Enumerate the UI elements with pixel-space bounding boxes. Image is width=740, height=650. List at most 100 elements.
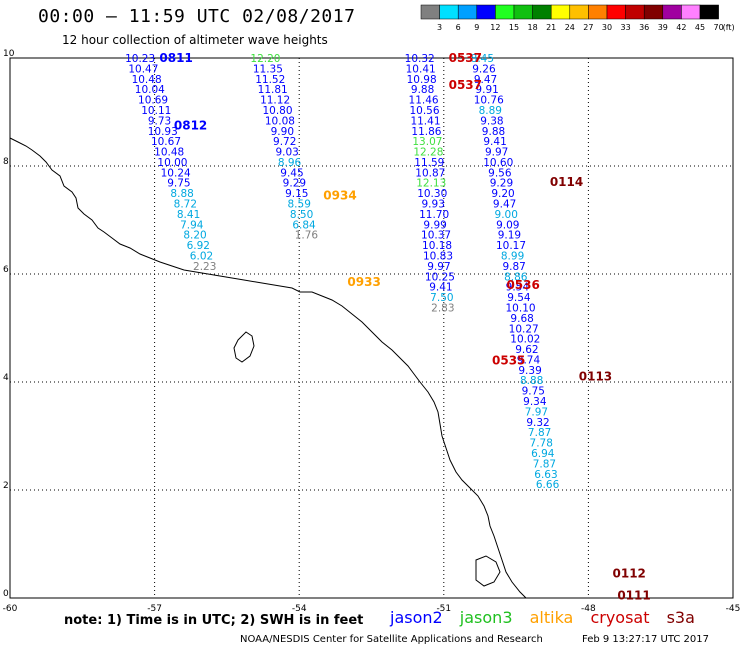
legend-tick: 12 [490, 23, 500, 32]
wave-height-value: 9.88 [411, 84, 434, 96]
y-tick-label: 4 [3, 373, 9, 383]
wave-height-value: 9.93 [422, 199, 445, 211]
wave-height-value: 9.32 [526, 417, 549, 429]
wave-height-value: 10.69 [138, 95, 168, 107]
wave-height-value: 7.97 [525, 406, 548, 418]
wave-height-value: 10.48 [132, 74, 162, 86]
wave-height-value: 1.76 [295, 230, 319, 242]
legend-swatch [457, 4, 478, 20]
wave-height-value: 10.00 [157, 157, 187, 169]
satellite-jason2: jason2 [390, 608, 443, 627]
island-shape [475, 555, 501, 587]
color-scale-legend: 3 6 9 12 15 18 21 24 27 30 33 36 39 42 45 70(ft) [420, 4, 735, 32]
legend-unit: (ft) [723, 23, 735, 32]
x-tick-label: -57 [147, 604, 162, 614]
pass-time-label: 0535 [492, 353, 525, 367]
wave-height-value: 9.62 [515, 344, 538, 356]
wave-height-value: 6.66 [536, 479, 560, 491]
wave-height-value: 9.34 [523, 396, 547, 408]
legend-tick: 36 [639, 23, 649, 32]
legend-tick: 45 [695, 23, 705, 32]
legend-swatch [643, 4, 664, 20]
legend-tick: 42 [676, 23, 686, 32]
legend-swatch [606, 4, 626, 20]
wave-height-value: 9.74 [517, 354, 541, 366]
satellite-altika: altika [529, 608, 574, 627]
wave-height-value: 9.29 [490, 178, 513, 190]
wave-height-value: 11.70 [419, 209, 449, 221]
wave-height-value: 10.76 [474, 95, 504, 107]
y-tick-label: 0 [3, 589, 9, 599]
pass-time-label: 0537 [449, 78, 482, 92]
legend-swatch [662, 4, 682, 20]
wave-height-value: 10.48 [154, 147, 184, 159]
wave-height-value: 9.41 [429, 282, 452, 294]
legend-tick: 21 [546, 23, 556, 32]
wave-height-value: 8.41 [177, 209, 200, 221]
legend-tick: 15 [509, 23, 519, 32]
lake-shape [233, 331, 255, 363]
legend-swatch [439, 4, 459, 20]
wave-height-value: 6.92 [187, 240, 210, 252]
wave-height-value: 10.08 [265, 115, 295, 127]
wave-height-value: 11.12 [260, 95, 290, 107]
wave-height-value: 9.73 [148, 115, 171, 127]
wave-height-value: 8.45 [471, 53, 494, 65]
page-subtitle: 12 hour collection of altimeter wave hei… [62, 33, 328, 47]
wave-height-value: 9.72 [273, 136, 296, 148]
map-frame [9, 57, 734, 599]
credit-line: NOAA/NESDIS Center for Satellite Applica… [240, 634, 543, 645]
wave-height-value: 12.20 [250, 53, 280, 65]
pass-time-label: 0112 [613, 567, 646, 581]
wave-height-value: 8.88 [170, 188, 193, 200]
legend-swatch [476, 4, 496, 20]
wave-height-value: 9.15 [285, 188, 308, 200]
pass-time-label: 0536 [506, 278, 539, 292]
wave-height-value: 10.80 [262, 105, 292, 117]
legend-swatch [588, 4, 608, 20]
pass-time-label: 0934 [323, 189, 356, 203]
wave-height-value: 8.59 [288, 199, 311, 211]
pass-time-label: 0811 [159, 51, 192, 65]
wave-height-value: 9.45 [280, 167, 303, 179]
y-tick-label: 8 [3, 157, 9, 167]
wave-height-value: 10.67 [151, 136, 181, 148]
legend-swatch [513, 4, 533, 20]
wave-height-value: 9.75 [522, 386, 545, 398]
wave-height-value: 9.41 [483, 136, 506, 148]
legend-swatch [699, 4, 719, 20]
wave-height-value: 9.90 [271, 126, 294, 138]
wave-height-value: 8.88 [520, 375, 543, 387]
wave-height-value: 10.23 [125, 53, 155, 65]
wave-height-value: 7.94 [180, 219, 204, 231]
legend-swatch [420, 4, 440, 20]
y-tick-label: 2 [3, 481, 9, 491]
wave-height-value: 9.29 [283, 178, 306, 190]
legend-tick: 9 [474, 23, 479, 32]
legend-swatch [495, 4, 515, 20]
generated-timestamp: Feb 9 13:27:17 UTC 2017 [582, 634, 709, 645]
legend-swatch [625, 4, 645, 20]
wave-height-value: 11.59 [414, 157, 444, 169]
wave-height-value: 2.23 [193, 261, 216, 273]
wave-height-value: 10.93 [148, 126, 178, 138]
wave-height-value: 8.86 [504, 271, 528, 283]
coastline-path [9, 137, 527, 599]
wave-height-value: 6.84 [292, 219, 316, 231]
wave-height-value: 12.28 [413, 147, 443, 159]
wave-height-value: 9.26 [472, 63, 496, 75]
wave-height-value: 8.20 [183, 230, 206, 242]
legend-tick: 70 [714, 23, 724, 32]
x-tick-label: -54 [292, 604, 307, 614]
wave-height-value: 8.96 [278, 157, 302, 169]
pass-time-label: 0537 [449, 51, 482, 65]
wave-height-value: 10.56 [409, 105, 439, 117]
legend-swatch [681, 4, 701, 20]
wave-height-value: 10.32 [405, 53, 435, 65]
wave-height-value: 11.52 [255, 74, 285, 86]
wave-height-value: 9.88 [482, 126, 505, 138]
wave-height-value: 10.27 [509, 323, 539, 335]
wave-height-value: 8.50 [290, 209, 313, 221]
wave-height-value: 10.11 [141, 105, 171, 117]
satellite-cryosat: cryosat [590, 608, 650, 627]
